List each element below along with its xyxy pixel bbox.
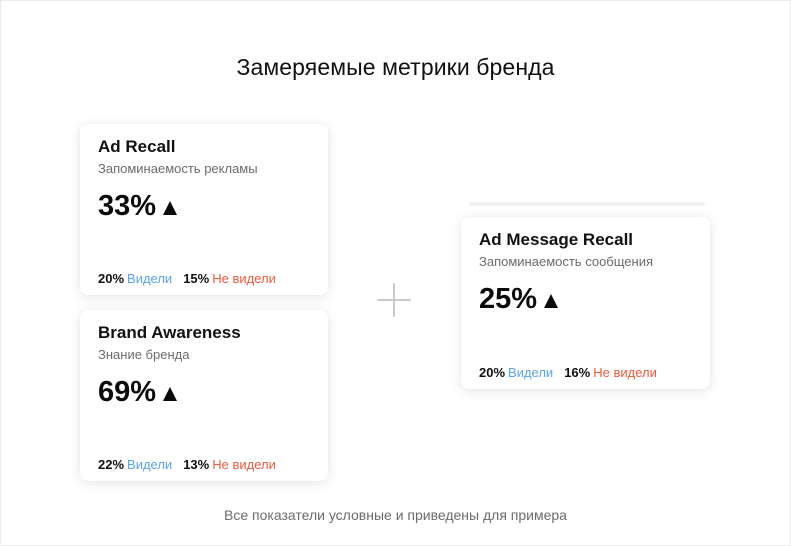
card-title: Ad Recall — [98, 137, 176, 156]
arrow-up-icon — [544, 294, 559, 308]
card-subtitle: Знание бренда — [98, 347, 190, 362]
unseen-percent: 13% — [183, 457, 210, 472]
unseen-label: Не видели — [593, 365, 657, 380]
card-title: Ad Message Recall — [479, 230, 634, 249]
metric-value-text: 33% — [98, 190, 157, 222]
footnote: Все показатели условные и приведены для … — [224, 507, 567, 523]
unseen-percent: 16% — [564, 365, 591, 380]
card-title: Brand Awareness — [98, 323, 241, 342]
metric-value: 25% — [479, 283, 692, 315]
seen-percent: 20% — [98, 271, 125, 286]
card-subtitle: Запоминаемость рекламы — [98, 161, 258, 176]
seen-label: Видели — [127, 271, 173, 286]
unseen-percent: 15% — [183, 271, 210, 286]
plus-icon — [377, 283, 411, 317]
metric-value: 33% — [98, 190, 310, 222]
seen-label: Видели — [508, 365, 554, 380]
page-title: Замеряемые метрики бренда — [236, 54, 555, 80]
seen-percent: 22% — [98, 457, 125, 472]
card-ad-message-recall: Ad Message Recall Запоминаемость сообщен… — [461, 217, 710, 389]
unseen-label: Не видели — [212, 271, 276, 286]
metric-value-text: 69% — [98, 376, 157, 408]
card-subtitle: Запоминаемость сообщения — [479, 254, 654, 269]
arrow-up-icon — [163, 387, 178, 401]
metric-stats: 22% Видели 13% Не видели — [98, 457, 276, 472]
card-ad-recall: Ad Recall Запоминаемость рекламы 33% 20%… — [80, 124, 328, 295]
metric-stats: 20% Видели 16% Не видели — [479, 365, 657, 380]
card-brand-awareness: Brand Awareness Знание бренда 69% 22% Вид… — [80, 310, 328, 481]
metric-value: 69% — [98, 376, 310, 408]
arrow-up-icon — [163, 201, 178, 215]
card-stack-edge — [469, 202, 705, 206]
metric-stats: 20% Видели 15% Не видели — [98, 271, 276, 286]
unseen-label: Не видели — [212, 457, 276, 472]
seen-label: Видели — [127, 457, 173, 472]
seen-percent: 20% — [479, 365, 506, 380]
metric-value-text: 25% — [479, 283, 538, 315]
